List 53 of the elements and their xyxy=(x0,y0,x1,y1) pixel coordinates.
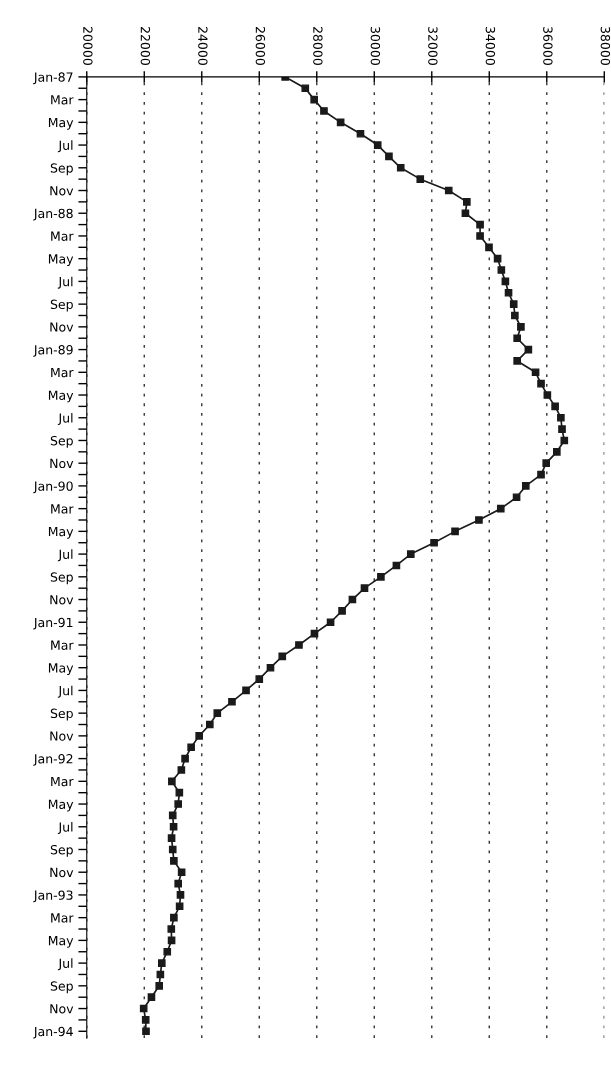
y-tick-label: May xyxy=(48,663,74,676)
y-tick-label: Sep xyxy=(50,299,73,312)
y-tick-label: Mar xyxy=(51,231,74,241)
x-tick-label: 22000 xyxy=(140,26,151,65)
x-tick-label: 32000 xyxy=(428,26,438,65)
y-tick-label: Nov xyxy=(50,731,74,741)
y-tick-label: Jan-92 xyxy=(33,754,73,766)
y-tick-label: Jul xyxy=(57,140,73,153)
y-tick-label: Jul xyxy=(57,276,73,289)
y-tick-label: Nov xyxy=(50,458,74,469)
y-tick-label: Mar xyxy=(51,95,74,105)
y-tick-label: Nov xyxy=(50,867,74,878)
y-tick-label: Jan-94 xyxy=(33,1026,73,1039)
y-tick-label: May xyxy=(48,390,74,403)
y-tick-label: Mar xyxy=(51,913,74,923)
y-tick-label: Jul xyxy=(57,685,73,698)
y-tick-label: May xyxy=(48,936,74,948)
y-tick-label: Jan-90 xyxy=(33,481,73,494)
y-tick-label: Sep xyxy=(50,708,73,721)
x-tick-label: 30000 xyxy=(370,26,381,65)
y-tick-label: Nov xyxy=(50,322,74,332)
x-tick-label: 24000 xyxy=(198,26,208,65)
y-tick-label: Nov xyxy=(50,186,74,196)
y-tick-label: Nov xyxy=(50,595,74,605)
x-tick-label: 26000 xyxy=(255,26,266,65)
y-tick-label: Sep xyxy=(50,572,73,585)
y-tick-label: May xyxy=(48,527,74,539)
x-tick-label: 34000 xyxy=(485,26,496,65)
y-tick-label: Nov xyxy=(50,1004,74,1014)
y-tick-label: Jan-93 xyxy=(33,890,73,903)
y-tick-label: Mar xyxy=(51,367,74,378)
y-tick-label: Mar xyxy=(51,776,74,787)
y-tick-label: May xyxy=(48,254,74,267)
x-tick-label: 20000 xyxy=(83,26,93,65)
y-tick-label: Jan-88 xyxy=(33,208,73,221)
y-tick-label: Jul xyxy=(57,958,73,971)
y-tick-label: Sep xyxy=(50,981,73,994)
y-tick-label: Mar xyxy=(51,504,74,514)
y-tick-label: Mar xyxy=(51,640,74,650)
y-tick-label: Jul xyxy=(57,822,73,835)
x-tick-label: 38000 xyxy=(600,26,611,65)
y-tick-label: Jan-91 xyxy=(33,617,73,630)
y-tick-label: Sep xyxy=(50,435,73,448)
y-tick-label: Sep xyxy=(50,163,73,176)
y-tick-label: Jul xyxy=(57,413,73,425)
x-tick-label: 28000 xyxy=(313,26,323,65)
y-tick-label: Jul xyxy=(57,549,73,562)
x-tick-label: 36000 xyxy=(543,26,553,65)
y-tick-label: May xyxy=(48,799,74,812)
y-tick-label: Sep xyxy=(50,844,73,857)
y-tick-label: Jan-87 xyxy=(33,72,73,85)
y-tick-label: May xyxy=(48,117,74,130)
y-tick-label: Jan-89 xyxy=(33,345,73,357)
